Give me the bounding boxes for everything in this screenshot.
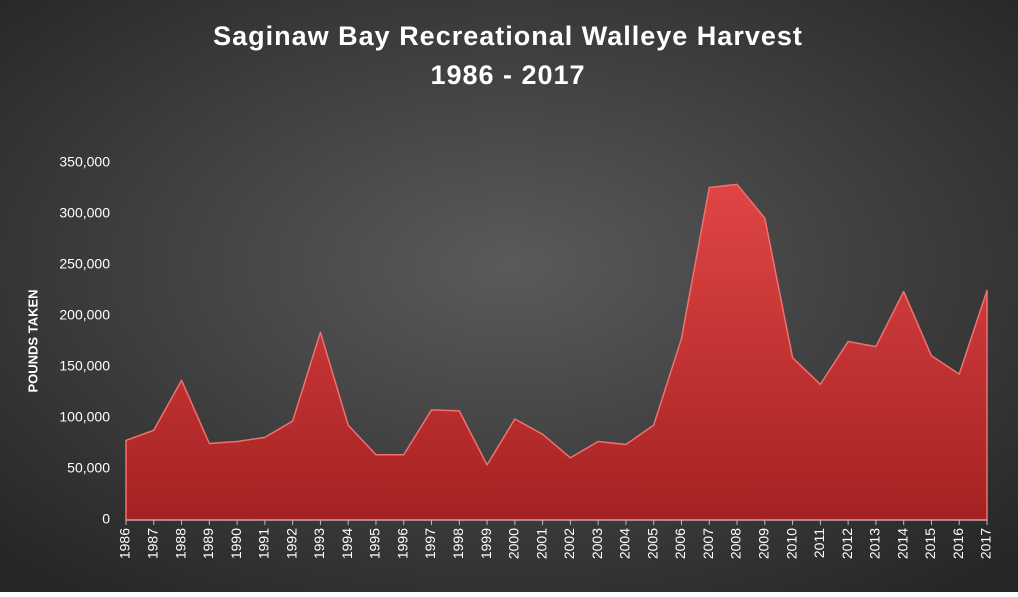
x-tick-label: 2010	[783, 528, 799, 559]
y-tick-label: 0	[102, 511, 110, 527]
x-tick-label: 2005	[644, 528, 660, 559]
y-tick-label: 150,000	[59, 358, 110, 374]
x-tick-label: 2012	[839, 528, 855, 559]
x-tick-label: 1998	[450, 528, 466, 559]
x-tick-label: 2008	[728, 528, 744, 559]
x-tick-label: 2001	[533, 528, 549, 559]
x-tick-label: 1990	[228, 528, 244, 559]
y-tick-label: 200,000	[59, 307, 110, 323]
x-tick-label: 1997	[422, 528, 438, 559]
x-tick-label: 2017	[978, 528, 994, 559]
x-tick-label: 2007	[700, 528, 716, 559]
x-tick-label: 1988	[172, 528, 188, 559]
y-axis-label: POUNDS TAKEN	[25, 289, 40, 392]
x-tick-label: 2013	[867, 528, 883, 559]
x-tick-label: 2004	[617, 528, 633, 559]
x-tick-label: 1987	[144, 528, 160, 559]
x-tick-label: 1994	[339, 528, 355, 559]
y-tick-label: 250,000	[59, 256, 110, 272]
x-tick-label: 1992	[283, 528, 299, 559]
area	[125, 183, 988, 521]
x-tick-label: 1993	[311, 528, 327, 559]
x-tick-label: 2003	[589, 528, 605, 559]
x-tick-label: 2014	[894, 528, 910, 559]
x-tick-label: 2015	[922, 528, 938, 559]
x-tick-label: 1996	[394, 528, 410, 559]
y-tick-label: 100,000	[59, 409, 110, 425]
x-tick-label: 1999	[478, 528, 494, 559]
chart-title: Saginaw Bay Recreational Walleye Harvest	[213, 21, 803, 51]
y-tick-label: 50,000	[67, 460, 110, 476]
x-tick-label: 2016	[950, 528, 966, 559]
x-tick-label: 2011	[811, 528, 827, 558]
x-tick-label: 2009	[756, 528, 772, 559]
x-tick-label: 2006	[672, 528, 688, 559]
x-tick-label: 1989	[200, 528, 216, 559]
x-tick-label: 2000	[506, 528, 522, 559]
x-tick-label: 1995	[367, 528, 383, 559]
chart-subtitle: 1986 - 2017	[430, 60, 585, 90]
y-tick-label: 350,000	[59, 154, 110, 170]
y-tick-label: 300,000	[59, 205, 110, 221]
x-tick-label: 2002	[561, 528, 577, 559]
x-tick-label: 1991	[256, 528, 272, 559]
x-tick-label: 1986	[117, 528, 133, 559]
